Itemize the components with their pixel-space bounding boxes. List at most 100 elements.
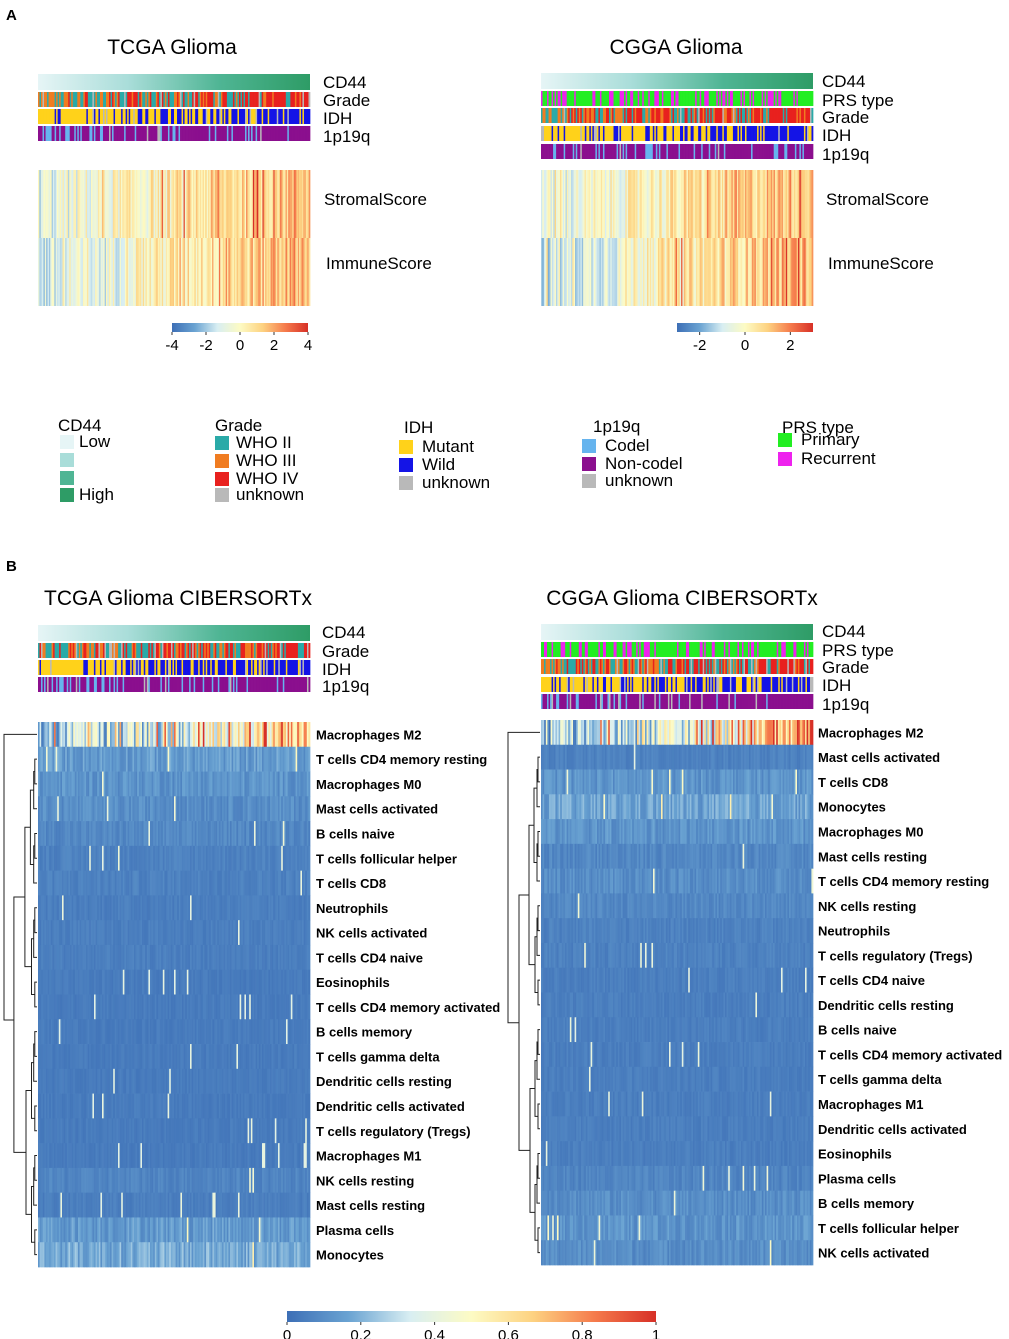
grade-track-cell (306, 92, 309, 107)
grade-track-cell (729, 108, 732, 123)
heatmap-cell (252, 920, 255, 946)
1p19q-track-cell (306, 677, 309, 692)
prs-track-cell (583, 91, 586, 106)
idh-track-cell (754, 677, 756, 692)
prs-track-cell (746, 642, 749, 657)
heatmap-cell (268, 796, 271, 822)
heatmap-cell (130, 920, 133, 946)
idh-track-cell (217, 660, 220, 675)
heatmap-cell (68, 944, 71, 971)
score-cell (281, 170, 284, 238)
heatmap-cell (79, 895, 82, 921)
score-cell (609, 238, 611, 306)
score-cell (774, 238, 777, 306)
heatmap-cell (279, 845, 282, 871)
idh-track-cell (770, 677, 773, 692)
idh-track-cell (578, 126, 581, 141)
grade-track-cell (618, 659, 620, 674)
heatmap-cell (159, 722, 162, 748)
score-cell (573, 170, 576, 238)
heatmap-cell (199, 771, 202, 797)
score-cell (108, 170, 111, 238)
grade-track-cell (208, 643, 211, 658)
heatmap-cell (137, 722, 140, 748)
prs-track-cell (545, 91, 548, 106)
heatmap-cell (146, 746, 149, 772)
grade-track-cell (189, 92, 191, 107)
heatmap-cell (159, 796, 162, 822)
heatmap-cell (66, 746, 69, 772)
heatmap-cell (102, 722, 104, 748)
heatmap-cell (246, 895, 248, 921)
idh-track-cell (248, 660, 250, 675)
grade-track-cell (63, 643, 66, 658)
prs-track-cell (645, 642, 648, 657)
1p19q-track-cell (137, 126, 140, 141)
score-cell (235, 170, 237, 238)
idh-track-cell (68, 109, 71, 124)
score-cell (561, 238, 564, 306)
score-cell (86, 238, 89, 306)
score-cell (557, 170, 560, 238)
prs-track-cell (760, 642, 762, 657)
heatmap-cell (58, 920, 61, 946)
heatmap-cell (178, 722, 181, 748)
heatmap-cell (97, 722, 100, 748)
grade-track-cell (148, 643, 151, 658)
idh-track-cell (714, 677, 717, 692)
heatmap-cell (47, 895, 50, 921)
heatmap-cell (116, 895, 119, 921)
heatmap-cell (212, 722, 215, 748)
1p19q-track-cell (235, 126, 238, 141)
heatmap-cell (287, 895, 290, 921)
heatmap-cell (167, 895, 170, 921)
idh-track-cell (104, 109, 107, 124)
1p19q-track-cell (98, 677, 101, 692)
1p19q-track-cell (675, 144, 678, 159)
score-cell (51, 170, 54, 238)
heatmap-cell (198, 821, 200, 847)
heatmap-cell (239, 920, 242, 946)
score-cell (742, 170, 744, 238)
1p19q-track-cell (599, 144, 602, 159)
prs-track-cell (581, 91, 584, 106)
grade-track-cell (779, 108, 782, 123)
idh-track-cell (220, 660, 223, 675)
grade-track-cell (587, 659, 590, 674)
1p19q-track-cell (728, 694, 731, 709)
heatmap-cell (233, 895, 236, 921)
heatmap-cell (178, 821, 181, 847)
score-cell (220, 238, 222, 306)
idh-track-cell (278, 660, 281, 675)
heatmap-cell (238, 920, 240, 946)
score-cell (716, 238, 719, 306)
grade-track-cell (207, 92, 210, 107)
heatmap-cell (164, 796, 167, 822)
heatmap-cell (74, 920, 77, 946)
prs-track-cell (618, 642, 620, 657)
grade-track-cell (288, 92, 291, 107)
grade-track-cell (115, 643, 117, 658)
grade-track-cell (633, 659, 636, 674)
prs-track-cell (661, 91, 664, 106)
prs-track-cell (580, 642, 583, 657)
score-cell (564, 238, 566, 306)
heatmap-cell (201, 845, 204, 871)
grade-track-cell (761, 659, 764, 674)
grade-track-cell (680, 659, 682, 674)
idh-track-cell (738, 126, 741, 141)
idh-track-cell (770, 126, 773, 141)
heatmap-cell (234, 796, 237, 822)
grade-track-cell (565, 108, 568, 123)
grade-track-cell (794, 659, 797, 674)
idh-track-cell (667, 677, 670, 692)
heatmap-cell (82, 771, 85, 797)
1p19q-track-cell (87, 677, 90, 692)
1p19q-track-cell (713, 144, 716, 159)
score-cell (61, 238, 63, 306)
1p19q-track-cell (622, 694, 625, 709)
idh-track-cell (234, 660, 237, 675)
prs-track-cell (553, 91, 555, 106)
prs-track-cell (705, 642, 708, 657)
heatmap-cell (79, 870, 82, 896)
